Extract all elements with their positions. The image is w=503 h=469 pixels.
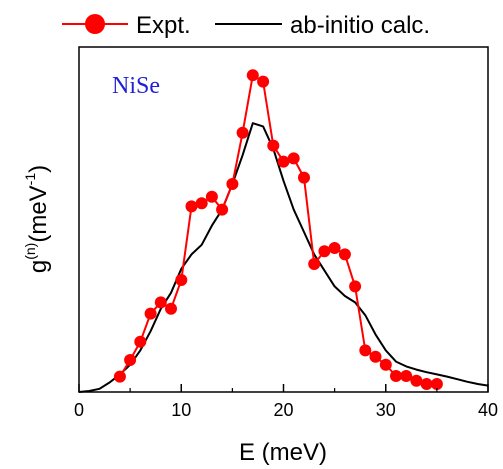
data-point — [185, 200, 198, 213]
data-point — [257, 75, 270, 88]
y-label-g: g — [25, 260, 52, 273]
data-point — [154, 296, 167, 309]
data-point — [113, 370, 126, 383]
x-tick-label: 40 — [478, 400, 498, 420]
data-point — [369, 350, 382, 363]
y-axis-label: g(n)(meV-1) — [22, 165, 52, 273]
y-label-close: ) — [25, 165, 52, 173]
series-line-expt — [119, 74, 437, 385]
series-expt — [113, 69, 443, 390]
series-calc — [78, 122, 489, 393]
data-point — [267, 139, 280, 152]
legend-expt-label: Expt. — [136, 12, 191, 39]
data-point — [349, 280, 362, 293]
data-point — [400, 370, 413, 382]
legend-expt-marker — [85, 14, 105, 34]
data-point — [420, 378, 433, 390]
data-point — [430, 378, 443, 390]
data-point — [318, 245, 331, 258]
data-point — [124, 354, 137, 366]
data-point — [246, 69, 259, 82]
legend-calc-label: ab-initio calc. — [290, 12, 430, 39]
y-label-unit: (meV — [25, 185, 52, 242]
data-point — [165, 302, 177, 315]
data-point — [195, 197, 208, 210]
y-label-unit-sup: -1 — [22, 173, 38, 186]
x-tick-label: 0 — [74, 400, 84, 420]
data-point — [390, 370, 402, 382]
data-point — [338, 248, 351, 261]
svg-text:g(n)(meV-1): g(n)(meV-1) — [22, 165, 52, 273]
data-point — [144, 307, 157, 320]
x-ticks: 0 10 20 30 40 — [74, 384, 498, 420]
data-point — [236, 126, 249, 139]
data-point — [328, 242, 341, 254]
x-axis-label: E (meV) — [239, 439, 327, 466]
legend: Expt. ab-initio calc. — [62, 12, 430, 39]
x-tick-label: 30 — [376, 400, 396, 420]
data-point — [205, 190, 218, 203]
series-line-calc — [78, 122, 489, 393]
data-point — [226, 178, 239, 190]
data-point — [298, 171, 310, 184]
data-point — [379, 358, 392, 371]
series-layer — [78, 69, 489, 393]
x-tick-label: 10 — [171, 400, 191, 420]
data-point — [287, 152, 300, 165]
annotation-nise: NiSe — [112, 73, 160, 99]
data-point — [175, 274, 188, 286]
data-point — [359, 344, 372, 357]
data-point — [134, 335, 147, 348]
data-point — [216, 203, 229, 216]
data-point — [308, 258, 321, 270]
data-point — [410, 374, 423, 387]
x-tick-label: 20 — [273, 400, 293, 420]
data-point — [277, 155, 290, 168]
y-label-sup: (n) — [22, 243, 38, 260]
